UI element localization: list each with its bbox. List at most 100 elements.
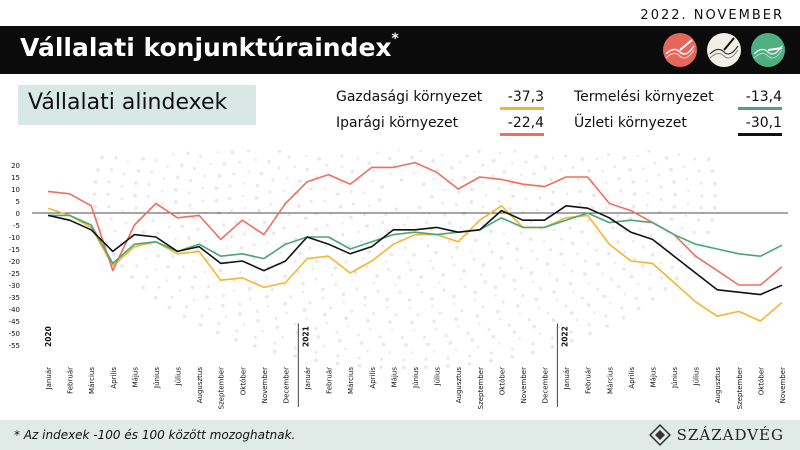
background-dot [402,223,406,227]
background-dot [217,174,222,178]
x-tick-label: November [520,367,528,404]
background-dot [335,330,339,334]
background-dot [241,194,245,198]
background-dot [502,233,506,236]
background-dot [578,190,582,194]
background-dot [156,253,160,258]
background-dot [387,156,392,161]
background-dot [218,268,223,273]
background-dot [216,151,219,154]
background-dot [502,169,507,174]
background-dot [380,220,385,224]
background-dot-pattern [92,150,718,370]
background-dot [506,241,510,245]
chart-subtitle: Vállalati alindexek [28,90,228,115]
background-dot [160,189,164,193]
background-dot [314,175,319,179]
background-dot [162,177,165,180]
background-dot [272,349,277,354]
background-dot [583,272,587,277]
background-dot [328,306,333,310]
background-dot [153,295,158,300]
background-dot [356,333,360,337]
background-dot [377,236,380,239]
x-tick-label: Június [412,367,420,389]
background-dot [511,194,515,199]
background-dot [498,318,502,321]
background-dot [372,282,375,285]
background-dot [550,336,554,340]
background-dot [253,344,257,348]
background-dot [416,283,419,286]
background-dot [279,251,282,254]
background-dot [232,172,236,176]
background-dot [113,229,117,233]
background-dot [535,208,539,212]
background-dot [384,213,387,216]
background-dot [618,201,623,205]
background-dot [543,239,546,243]
background-dot [379,365,384,369]
background-dot [606,194,609,197]
background-dot [316,335,321,339]
background-dot [621,315,626,320]
background-dot [386,267,391,271]
background-dot [232,289,235,292]
background-dot [518,337,521,341]
background-dot [559,252,564,256]
background-dot [365,265,369,269]
legend-label-uzleti: Üzleti környezet [574,115,687,131]
background-dot [111,252,116,257]
background-dot [513,288,517,291]
background-dot [154,158,158,162]
background-dot [201,199,204,202]
background-dot [525,198,528,201]
background-dot [325,321,329,325]
background-dot [519,266,524,270]
background-dot [377,198,382,202]
background-dot [145,275,149,279]
background-dot [406,216,410,219]
x-tick-label: Június [153,367,161,389]
footnote: * Az indexek -100 és 100 között mozoghat… [14,428,296,442]
series-line [47,204,783,296]
background-dot [686,242,690,246]
background-dot [252,243,256,247]
background-dot [182,314,187,319]
background-dot [634,296,638,300]
background-dot [254,158,257,162]
background-dot [491,174,495,178]
background-dot [646,191,650,195]
background-dot [468,354,472,358]
x-tick-label: Október [498,367,506,395]
background-dot [192,166,196,170]
background-dot [426,342,431,347]
background-dot [649,234,653,238]
background-dot [285,311,288,315]
background-dot [403,245,407,250]
background-dot [550,344,555,349]
background-dot [446,356,450,360]
background-dot [408,306,411,309]
background-dot [114,156,118,160]
legend-value-gazdasagi: -37,3 [507,89,544,105]
background-dot [632,240,635,243]
background-dot [422,335,426,339]
background-dot [394,313,398,317]
background-dot [462,268,466,273]
background-dot [353,270,358,275]
background-dot [372,312,376,316]
background-dot [497,186,501,191]
background-dot [420,290,424,294]
year-label: 2020 [44,326,53,347]
background-dot [386,305,389,309]
background-dot [242,232,246,236]
background-dot [499,255,504,260]
background-dot [604,314,608,318]
background-dot [501,300,505,304]
x-tick-label: Szeptember [736,367,744,409]
background-dot [679,254,683,258]
red-dial-icon [663,33,697,67]
background-dot [481,205,485,209]
background-dot [309,187,313,191]
